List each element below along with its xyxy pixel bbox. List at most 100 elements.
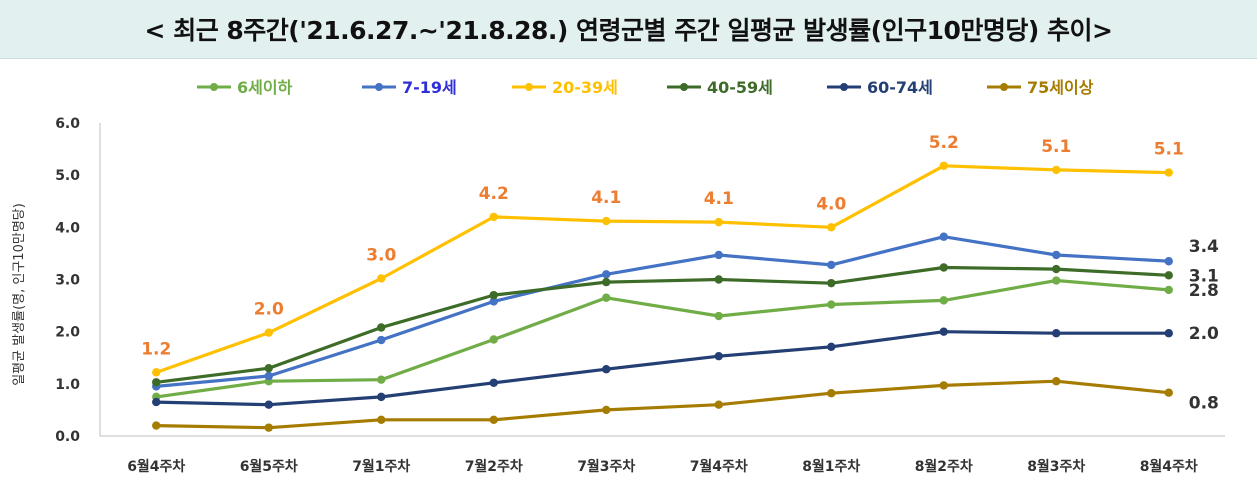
y-tick-label: 0.0 — [55, 429, 80, 445]
y-axis-title: 일평균 발생률(명, 인구10만명당) — [12, 203, 27, 386]
chart-title: < 최근 8주간('21.6.27.~'21.8.28.) 연령군별 주간 일평… — [144, 16, 1113, 45]
data-label: 4.1 — [591, 188, 621, 208]
data-point — [714, 400, 723, 409]
data-point — [1164, 271, 1173, 280]
data-point — [264, 371, 273, 381]
data-point — [602, 216, 611, 226]
data-label: 5.1 — [1041, 137, 1071, 157]
data-point — [714, 311, 723, 321]
y-tick-label: 5.0 — [55, 168, 80, 184]
data-point — [1052, 165, 1061, 175]
y-tick-label: 1.0 — [55, 377, 80, 393]
data-point — [827, 278, 836, 288]
data-point — [939, 296, 948, 305]
data-point — [827, 223, 836, 232]
data-point — [489, 290, 498, 300]
data-point — [489, 378, 498, 387]
end-label: 3.1 — [1189, 266, 1219, 286]
legend-marker — [680, 83, 688, 91]
series-line — [155, 164, 1169, 374]
x-tick-label: 6월5주차 — [240, 458, 298, 475]
data-point — [377, 375, 386, 384]
data-point — [602, 270, 611, 279]
y-tick-label: 6.0 — [55, 116, 80, 132]
data-point — [714, 217, 723, 227]
data-point — [939, 381, 948, 390]
data-point — [602, 405, 611, 415]
legend-label: 75세이상 — [1027, 78, 1094, 97]
data-point — [1052, 329, 1061, 338]
end-label: 0.8 — [1189, 394, 1219, 414]
data-point — [152, 378, 161, 387]
data-point — [1164, 388, 1173, 397]
series-line — [156, 278, 1169, 399]
data-label: 4.0 — [816, 194, 846, 214]
data-point — [489, 415, 498, 425]
data-point — [377, 392, 386, 402]
legend-label: 40-59세 — [707, 78, 773, 97]
data-point — [714, 250, 723, 260]
legend-label: 7-19세 — [402, 78, 457, 97]
data-label: 3.0 — [366, 245, 396, 265]
legend-marker — [210, 83, 218, 91]
data-point — [264, 423, 273, 432]
x-tick-label: 7월3주차 — [577, 458, 635, 475]
data-point — [939, 327, 948, 336]
data-point — [1052, 377, 1061, 386]
data-point — [827, 342, 836, 351]
x-tick-label: 8월2주차 — [915, 458, 973, 475]
data-point — [602, 293, 611, 302]
data-point — [602, 277, 611, 287]
x-tick-label: 8월3주차 — [1027, 458, 1085, 475]
data-label: 2.0 — [254, 300, 284, 320]
data-point — [377, 274, 386, 283]
data-point — [489, 335, 498, 344]
series-line — [156, 235, 1169, 388]
x-tick-label: 8월1주차 — [802, 458, 860, 475]
data-point — [1164, 168, 1173, 177]
data-point — [1052, 264, 1061, 274]
data-label: 5.1 — [1154, 140, 1184, 160]
series-line — [156, 330, 1169, 407]
legend-marker — [840, 83, 848, 91]
end-label: 2.8 — [1189, 281, 1219, 301]
data-point — [377, 323, 386, 332]
data-point — [939, 232, 948, 241]
data-point — [1052, 276, 1061, 285]
data-point — [264, 328, 273, 337]
data-point — [152, 368, 161, 377]
data-point — [714, 351, 723, 361]
data-point — [939, 263, 948, 272]
data-point — [152, 397, 161, 407]
data-point — [827, 389, 836, 398]
legend-label: 60-74세 — [867, 78, 933, 97]
data-point — [714, 275, 723, 284]
end-label: 3.4 — [1189, 237, 1219, 257]
series-line — [156, 379, 1169, 430]
x-tick-label: 8월4주차 — [1140, 458, 1198, 475]
y-tick-label: 2.0 — [55, 325, 80, 341]
data-label: 4.2 — [479, 184, 509, 204]
x-tick-label: 7월2주차 — [465, 458, 523, 475]
legend-marker — [375, 83, 383, 91]
data-point — [939, 161, 948, 170]
y-tick-label: 3.0 — [55, 273, 80, 289]
end-label: 2.0 — [1189, 324, 1219, 344]
title-bar: < 최근 8주간('21.6.27.~'21.8.28.) 연령군별 주간 일평… — [0, 0, 1257, 59]
data-point — [152, 421, 161, 430]
data-point — [827, 300, 836, 309]
data-label: 4.1 — [704, 189, 734, 209]
data-label: 5.2 — [929, 133, 959, 153]
x-tick-label: 7월4주차 — [690, 458, 748, 475]
x-tick-label: 7월1주차 — [352, 458, 410, 475]
data-point — [489, 212, 498, 222]
data-point — [264, 400, 273, 409]
y-tick-label: 4.0 — [55, 220, 80, 236]
legend-label: 20-39세 — [552, 78, 618, 97]
data-point — [377, 415, 386, 425]
data-point — [377, 335, 386, 345]
data-point — [1052, 250, 1061, 260]
legend-label: 6세이하 — [237, 78, 293, 97]
data-point — [1164, 329, 1173, 338]
data-point — [264, 363, 273, 373]
